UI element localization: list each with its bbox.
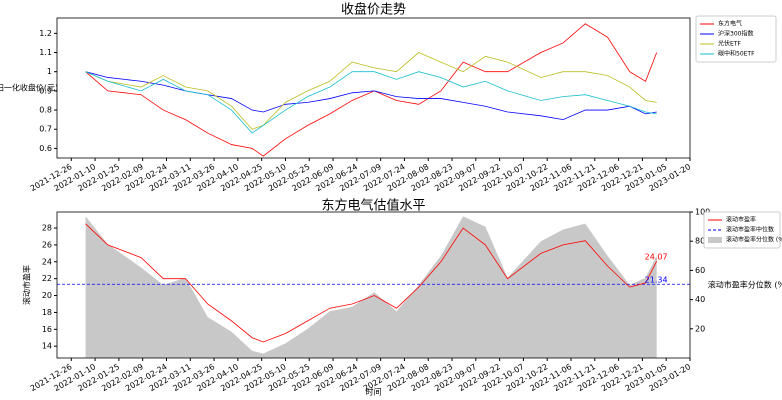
line [85,23,658,157]
y-tick-label: 16 [42,325,52,334]
y2-axis-label: 滚动市盈率分位数 (%) [708,280,782,290]
area [85,216,657,358]
legend-label: 滚动市盈率分位数 (%) [726,236,782,244]
y2-tick-label: 100 [695,208,710,217]
y-tick-label: 18 [42,308,52,317]
y-tick-label: 0.6 [39,144,52,153]
legend-label: 沪深300指数 [718,30,753,38]
y-tick-label: 14 [42,342,52,351]
legend-label: 滚动市盈率 [726,216,756,224]
chart-title: 东方电气估值水平 [321,198,425,214]
y-tick-label: 24 [42,257,52,266]
line [85,223,658,343]
y2-tick-label: 80 [695,237,705,246]
y-tick-label: 0.7 [39,125,52,134]
y-tick-label: 0.9 [39,86,52,95]
legend-frame [695,15,777,63]
y-axis-label: 滚动市盈率 [22,265,32,305]
y-tick-label: 1.2 [39,29,52,38]
y2-tick-label: 20 [695,324,705,333]
legend-frame [703,211,781,249]
y-tick-label: 1.1 [39,48,52,57]
y-tick-label: 0.8 [39,106,52,115]
y-tick-label: 28 [42,224,52,233]
y-tick-label: 22 [42,274,52,283]
annotation: 21.34 [645,276,668,285]
y2-tick-label: 40 [695,295,705,304]
legend-label: 东方电气 [718,20,742,28]
plot-frame [56,211,691,359]
y-axis-label: 归一化收盘价(元) [0,83,58,93]
legend-label: 碳中和50ETF [718,50,755,58]
line [85,52,657,130]
legend-label: 光伏ETF [718,40,741,48]
y-tick-label: 26 [42,240,52,249]
legend-swatch [708,237,722,243]
y-tick-label: 20 [42,291,52,300]
legend-label: 滚动市盈率中位数 [726,226,774,234]
chart-title: 收盘价走势 [341,2,406,18]
plot-frame [56,17,691,159]
y2-tick-label: 60 [695,266,705,275]
x-axis-label: 时间 [366,387,382,397]
line [85,71,657,134]
annotation: 24.07 [645,253,668,262]
y-tick-label: 1 [47,67,52,76]
